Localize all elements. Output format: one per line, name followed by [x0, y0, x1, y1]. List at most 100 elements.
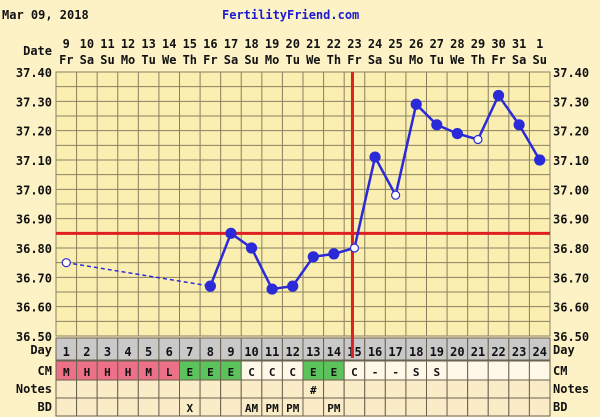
day-value: 18 [409, 345, 423, 359]
temp-point [287, 280, 299, 292]
day-value: 15 [347, 345, 361, 359]
temp-point [204, 280, 216, 292]
cm-value: M [63, 366, 70, 379]
bd-cell [76, 397, 98, 417]
y-tick-label-left: 36.50 [16, 330, 52, 344]
y-tick-label-right: 37.40 [553, 66, 589, 80]
weekday-label: Su [388, 53, 402, 67]
notes-cell [405, 379, 427, 399]
date-label: 11 [100, 37, 114, 51]
notes-cell [96, 379, 119, 399]
weekday-label: We [306, 53, 320, 67]
bd-cell [446, 397, 469, 417]
y-tick-label-right: 36.80 [553, 242, 589, 256]
y-tick-label-right: 37.10 [553, 154, 589, 168]
y-tick-label-right: 36.60 [553, 301, 589, 315]
day-value: 1 [63, 345, 70, 359]
weekday-label: Sa [368, 53, 382, 67]
notes-cell [343, 379, 366, 399]
y-tick-label-left: 37.10 [16, 154, 52, 168]
y-tick-label-right: 36.70 [553, 271, 589, 285]
date-label: 16 [203, 37, 217, 51]
bd-cell [364, 397, 386, 417]
y-tick-label-right: 37.00 [553, 183, 589, 197]
cm-value: E [331, 366, 338, 379]
weekday-label: Fr [203, 53, 217, 67]
temp-line-dashed [66, 261, 211, 287]
weekday-label: Th [471, 53, 485, 67]
day-value: 5 [145, 345, 152, 359]
weekday-label: Tu [285, 53, 299, 67]
notes-cell [364, 379, 386, 399]
day-value: 24 [532, 345, 546, 359]
date-label: 20 [285, 37, 299, 51]
day-value: 7 [186, 345, 193, 359]
weekday-label: Su [100, 53, 114, 67]
cm-value: E [186, 366, 193, 379]
notes-cell [323, 379, 345, 399]
cm-value: H [84, 366, 91, 379]
weekday-label: Mo [409, 53, 423, 67]
day-value: 8 [207, 345, 214, 359]
notes-cell [446, 379, 469, 399]
y-tick-label-left: 37.00 [16, 183, 52, 197]
day-cell [528, 337, 551, 361]
temp-point [492, 89, 505, 102]
weekday-label: We [450, 53, 464, 67]
day-row-label-right: Day [553, 343, 575, 357]
date-label: 10 [80, 37, 94, 51]
cm-value: S [413, 366, 420, 379]
day-value: 17 [388, 345, 402, 359]
y-tick-label-left: 36.90 [16, 213, 52, 227]
cm-value: C [269, 366, 276, 379]
bd-cell [405, 397, 427, 417]
bd-value: PM [327, 402, 341, 415]
temp-point-open [473, 134, 483, 145]
y-tick-label-left: 36.60 [16, 301, 52, 315]
cm-value: C [248, 366, 255, 379]
weekday-label: Mo [265, 53, 279, 67]
temp-point [266, 283, 278, 295]
notes-cell [528, 379, 551, 399]
temp-point [369, 151, 381, 163]
notes-cell [179, 379, 201, 399]
temp-point [513, 119, 525, 131]
weekday-label: Fr [59, 53, 73, 67]
cm-value: - [372, 366, 379, 379]
notes-row-label-left: Notes [16, 382, 52, 396]
bd-value: PM [286, 402, 300, 415]
site-link[interactable]: FertilityFriend.com [222, 8, 359, 22]
notes-cell [240, 379, 263, 399]
y-tick-label-left: 36.70 [16, 271, 52, 285]
temp-point-open [61, 258, 71, 268]
weekday-label: Fr [491, 53, 505, 67]
weekday-label: Sa [224, 53, 238, 67]
date-label: 18 [244, 37, 258, 51]
chart-date: Mar 09, 2018 [2, 8, 89, 22]
bd-cell [96, 397, 119, 417]
day-value: 21 [471, 345, 485, 359]
bd-cell [158, 397, 181, 417]
cm-value: - [392, 366, 399, 379]
temp-point-open [391, 190, 401, 200]
date-label: 31 [512, 37, 526, 51]
notes-cell [76, 379, 98, 399]
notes-cell [158, 379, 181, 399]
date-label: 23 [347, 37, 361, 51]
date-label: 26 [409, 37, 423, 51]
notes-cell [487, 379, 510, 399]
cm-value: S [433, 366, 440, 379]
bd-cell [528, 397, 551, 417]
y-tick-label-right: 36.50 [553, 330, 589, 344]
date-label: 24 [368, 37, 382, 51]
bd-cell [55, 397, 78, 417]
bd-cell [467, 397, 489, 417]
temp-point [328, 248, 340, 260]
bd-cell [384, 397, 407, 417]
day-value: 20 [450, 345, 464, 359]
day-value: 9 [227, 345, 234, 359]
cm-cell [508, 360, 530, 381]
notes-cell [199, 379, 222, 399]
temp-point [225, 227, 237, 239]
